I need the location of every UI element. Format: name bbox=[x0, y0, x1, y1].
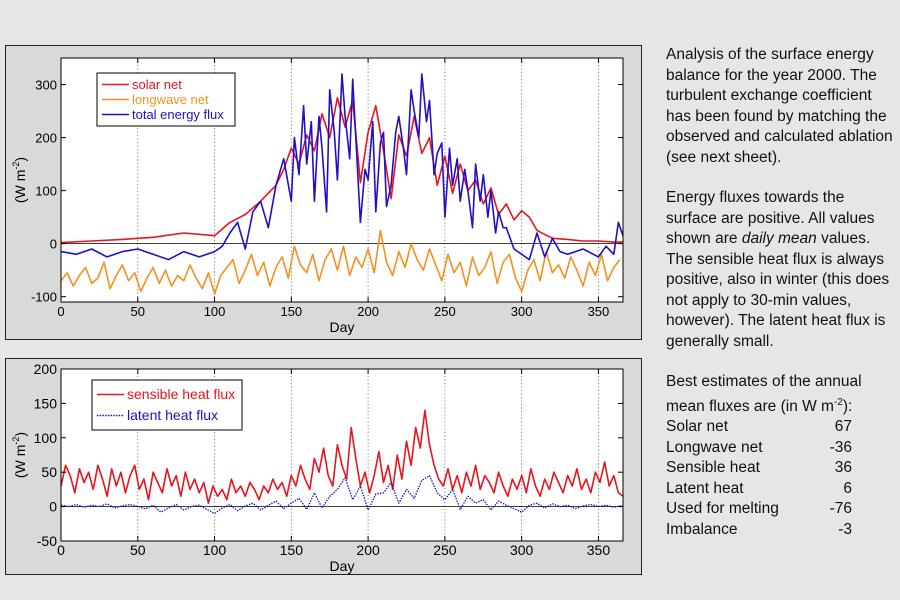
energy-balance-chart-panel: 0 50 100 150 200 250 300 350 -100 0 100 200 300 Day (W… bbox=[5, 45, 642, 340]
series-line-sensible-heat-flux bbox=[60, 409, 624, 504]
description-p2-a: Energy fluxes towards the surface are po… bbox=[666, 189, 875, 247]
x-tick-label: 150 bbox=[280, 542, 304, 558]
series-line-solar-net bbox=[60, 96, 623, 244]
flux-row: Sensible heat 36 bbox=[666, 458, 896, 479]
legend-label: latent heat flux bbox=[127, 407, 218, 423]
y-axis-label-close: ) bbox=[12, 157, 28, 162]
flux-value: 67 bbox=[834, 418, 852, 436]
y-axis-label: (W m-2) bbox=[11, 157, 28, 203]
flux-name: Used for melting bbox=[666, 500, 779, 518]
x-tick-label: 200 bbox=[357, 304, 379, 319]
flux-row: Imbalance -3 bbox=[666, 520, 896, 541]
x-tick-label: 0 bbox=[57, 304, 64, 319]
legend-box bbox=[91, 379, 243, 431]
flux-row: Solar net 67 bbox=[666, 417, 896, 438]
x-tick-label: 250 bbox=[434, 304, 456, 319]
y-axis-label-main: (W m bbox=[12, 445, 28, 478]
series-line-total-energy-flux bbox=[60, 73, 624, 261]
description-paragraph-2: Energy fluxes towards the surface are po… bbox=[666, 188, 896, 352]
flux-name: Imbalance bbox=[666, 520, 738, 538]
x-tick-label: 300 bbox=[511, 304, 533, 319]
turbulent-flux-chart-panel: 0 50 100 150 200 250 300 350 -50 0 50 100 150 200 Day(… bbox=[5, 358, 642, 575]
y-tick-label: 300 bbox=[35, 78, 57, 93]
turbulent-flux-chart: 0 50 100 150 200 250 300 350-50050100150200Day(… bbox=[11, 361, 624, 574]
flux-row: Used for melting -76 bbox=[666, 499, 896, 520]
y-tick-label: 200 bbox=[34, 361, 58, 377]
y-axis-label: (W m-2) bbox=[11, 432, 28, 478]
y-tick-label: -100 bbox=[31, 290, 57, 305]
y-axis-label-close: ) bbox=[12, 432, 28, 437]
annual-mean-intro: Best estimates of the annual mean fluxes… bbox=[666, 372, 896, 417]
annual-mean-intro-a: Best estimates of the annual mean fluxes… bbox=[666, 373, 862, 415]
description-p2-emphasis: daily mean bbox=[741, 230, 817, 247]
x-tick-label: 100 bbox=[204, 304, 226, 319]
x-tick-label: 250 bbox=[433, 542, 457, 558]
y-tick-label: 0 bbox=[49, 499, 57, 515]
legend-label: longwave net bbox=[132, 92, 209, 107]
series-line-latent-heat-flux bbox=[60, 474, 624, 515]
x-tick-label: 300 bbox=[510, 542, 534, 558]
y-tick-label: 150 bbox=[34, 395, 58, 411]
flux-name: Sensible heat bbox=[666, 459, 760, 477]
flux-value: 36 bbox=[834, 459, 852, 477]
description-paragraph-1: Analysis of the surface energy balance f… bbox=[666, 46, 893, 166]
annual-flux-table: Solar net 67 Longwave net -36 Sensible heat 3… bbox=[666, 417, 896, 540]
energy-balance-chart: 0 50 100 150 200 250 300 350-1000100200300Day(W… bbox=[11, 57, 624, 335]
x-tick-label: 350 bbox=[587, 542, 611, 558]
x-tick-label: 200 bbox=[356, 542, 380, 558]
plot-frame bbox=[60, 57, 624, 303]
plot-frame bbox=[60, 368, 624, 542]
flux-name: Longwave net bbox=[666, 438, 763, 456]
annual-mean-intro-sup: -2 bbox=[833, 396, 843, 408]
y-axis-label-main: (W m bbox=[12, 170, 28, 203]
y-tick-label: 0 bbox=[50, 237, 57, 252]
legend-label: sensible heat flux bbox=[127, 386, 235, 402]
x-tick-label: 100 bbox=[203, 542, 227, 558]
description-p2-b: values. The sensible heat flux is always… bbox=[666, 230, 890, 350]
x-axis-label: Day bbox=[330, 319, 355, 335]
x-tick-label: 0 bbox=[57, 542, 65, 558]
description-panel: Analysis of the surface energy balance f… bbox=[666, 45, 896, 540]
annual-mean-intro-b: ): bbox=[842, 397, 853, 415]
flux-name: Solar net bbox=[666, 418, 729, 436]
flux-name: Latent heat bbox=[666, 479, 744, 497]
x-axis-label: Day bbox=[330, 558, 355, 574]
y-tick-label: 100 bbox=[35, 184, 57, 199]
flux-row: Latent heat 6 bbox=[666, 479, 896, 500]
flux-row: Longwave net -36 bbox=[666, 438, 896, 459]
flux-value: -36 bbox=[829, 438, 852, 456]
x-tick-label: 350 bbox=[588, 304, 610, 319]
legend-label: total energy flux bbox=[132, 107, 224, 122]
y-tick-label: -50 bbox=[37, 533, 57, 549]
flux-value: -3 bbox=[838, 520, 852, 538]
flux-value: -76 bbox=[829, 500, 852, 518]
x-tick-label: 150 bbox=[280, 304, 302, 319]
y-tick-label: 100 bbox=[34, 430, 58, 446]
y-tick-label: 50 bbox=[41, 464, 57, 480]
x-tick-label: 50 bbox=[131, 304, 145, 319]
y-axis-label-sup: -2 bbox=[11, 437, 21, 445]
flux-value: 6 bbox=[843, 479, 852, 497]
legend-label: solar net bbox=[132, 77, 182, 92]
series-line-longwave-net bbox=[60, 229, 621, 295]
x-tick-label: 50 bbox=[130, 542, 146, 558]
y-tick-label: 200 bbox=[35, 131, 57, 146]
y-axis-label-sup: -2 bbox=[11, 162, 21, 170]
